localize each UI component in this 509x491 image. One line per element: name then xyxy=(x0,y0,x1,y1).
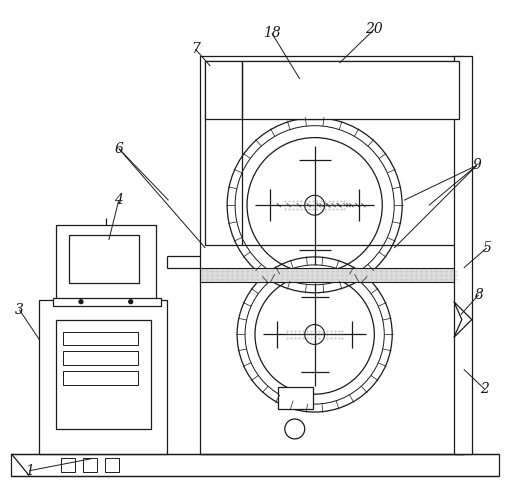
Bar xyxy=(56,320,151,429)
Text: 20: 20 xyxy=(365,22,383,36)
Text: 3: 3 xyxy=(15,302,24,317)
Bar xyxy=(63,331,137,346)
Bar xyxy=(63,352,137,365)
Bar xyxy=(61,458,75,472)
Text: 2: 2 xyxy=(480,382,489,396)
Bar xyxy=(83,458,97,472)
Bar xyxy=(11,454,499,476)
Circle shape xyxy=(285,419,305,439)
Bar xyxy=(278,387,313,409)
Bar xyxy=(105,458,119,472)
Text: 6: 6 xyxy=(115,141,123,156)
Bar xyxy=(454,56,472,454)
Circle shape xyxy=(129,300,133,303)
Bar xyxy=(56,225,156,300)
Bar xyxy=(201,268,464,282)
Bar xyxy=(285,97,325,119)
Bar xyxy=(205,61,459,119)
Text: 4: 4 xyxy=(115,193,123,207)
Bar xyxy=(63,371,137,385)
Bar xyxy=(205,61,459,245)
Text: 18: 18 xyxy=(263,26,281,40)
Bar xyxy=(53,298,160,306)
Text: 9: 9 xyxy=(472,159,481,172)
Polygon shape xyxy=(454,301,472,337)
Bar xyxy=(69,235,138,283)
Text: 7: 7 xyxy=(191,42,200,56)
Text: 1: 1 xyxy=(25,464,34,478)
Bar xyxy=(39,300,166,454)
Circle shape xyxy=(293,71,313,91)
Text: 5: 5 xyxy=(482,241,491,255)
Bar xyxy=(201,268,464,282)
Bar xyxy=(201,56,464,454)
Text: 8: 8 xyxy=(474,288,483,302)
Circle shape xyxy=(79,300,83,303)
